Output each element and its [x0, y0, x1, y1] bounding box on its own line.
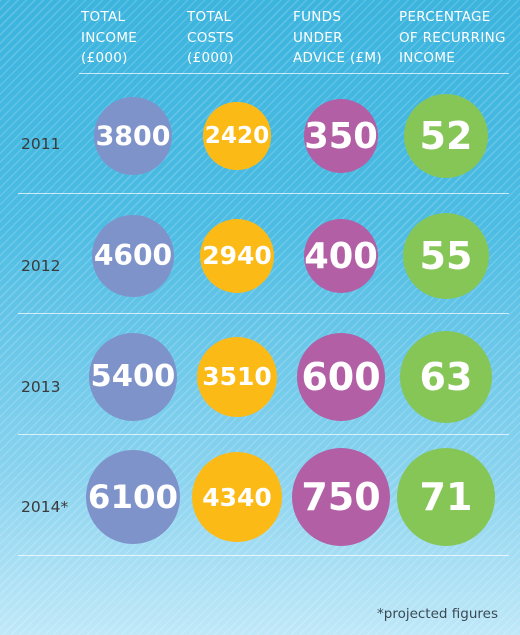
- row-divider: [18, 434, 509, 435]
- column-header-income: TOTAL INCOME (£000): [81, 9, 138, 66]
- column-header-funds: FUNDS UNDER ADVICE (£M): [293, 9, 382, 66]
- footnote: *projected figures: [377, 606, 498, 622]
- bubble-income: 3800: [94, 97, 172, 175]
- year-label: 2012: [21, 257, 61, 275]
- column-header-costs: TOTAL COSTS (£000): [187, 9, 234, 66]
- bubble-income: 5400: [88, 332, 178, 422]
- column-header-recurring: PERCENTAGE OF RECURRING INCOME: [399, 9, 506, 66]
- bubble-funds: 750: [292, 448, 390, 546]
- bubble-costs: 3510: [196, 336, 278, 418]
- row-divider: [18, 193, 509, 194]
- bubble-recurring: 52: [404, 94, 488, 178]
- bubble-funds: 600: [297, 333, 385, 421]
- bubble-costs: 2420: [203, 102, 271, 170]
- bubble-recurring: 71: [397, 448, 495, 546]
- bubble-recurring: 55: [402, 212, 490, 300]
- bubble-recurring: 63: [399, 330, 493, 424]
- bubble-costs: 4340: [192, 452, 282, 542]
- bubble-funds: 350: [304, 99, 378, 173]
- row-divider: [18, 313, 509, 314]
- bubble-funds: 400: [304, 219, 378, 293]
- bubble-income: 4600: [92, 215, 174, 297]
- bubble-costs: 2940: [199, 218, 275, 294]
- bubble-income: 6100: [86, 450, 180, 544]
- row-divider: [18, 555, 509, 556]
- year-label: 2014*: [21, 498, 69, 516]
- year-label: 2011: [21, 135, 61, 153]
- header-divider: [79, 73, 509, 74]
- year-label: 2013: [21, 378, 61, 396]
